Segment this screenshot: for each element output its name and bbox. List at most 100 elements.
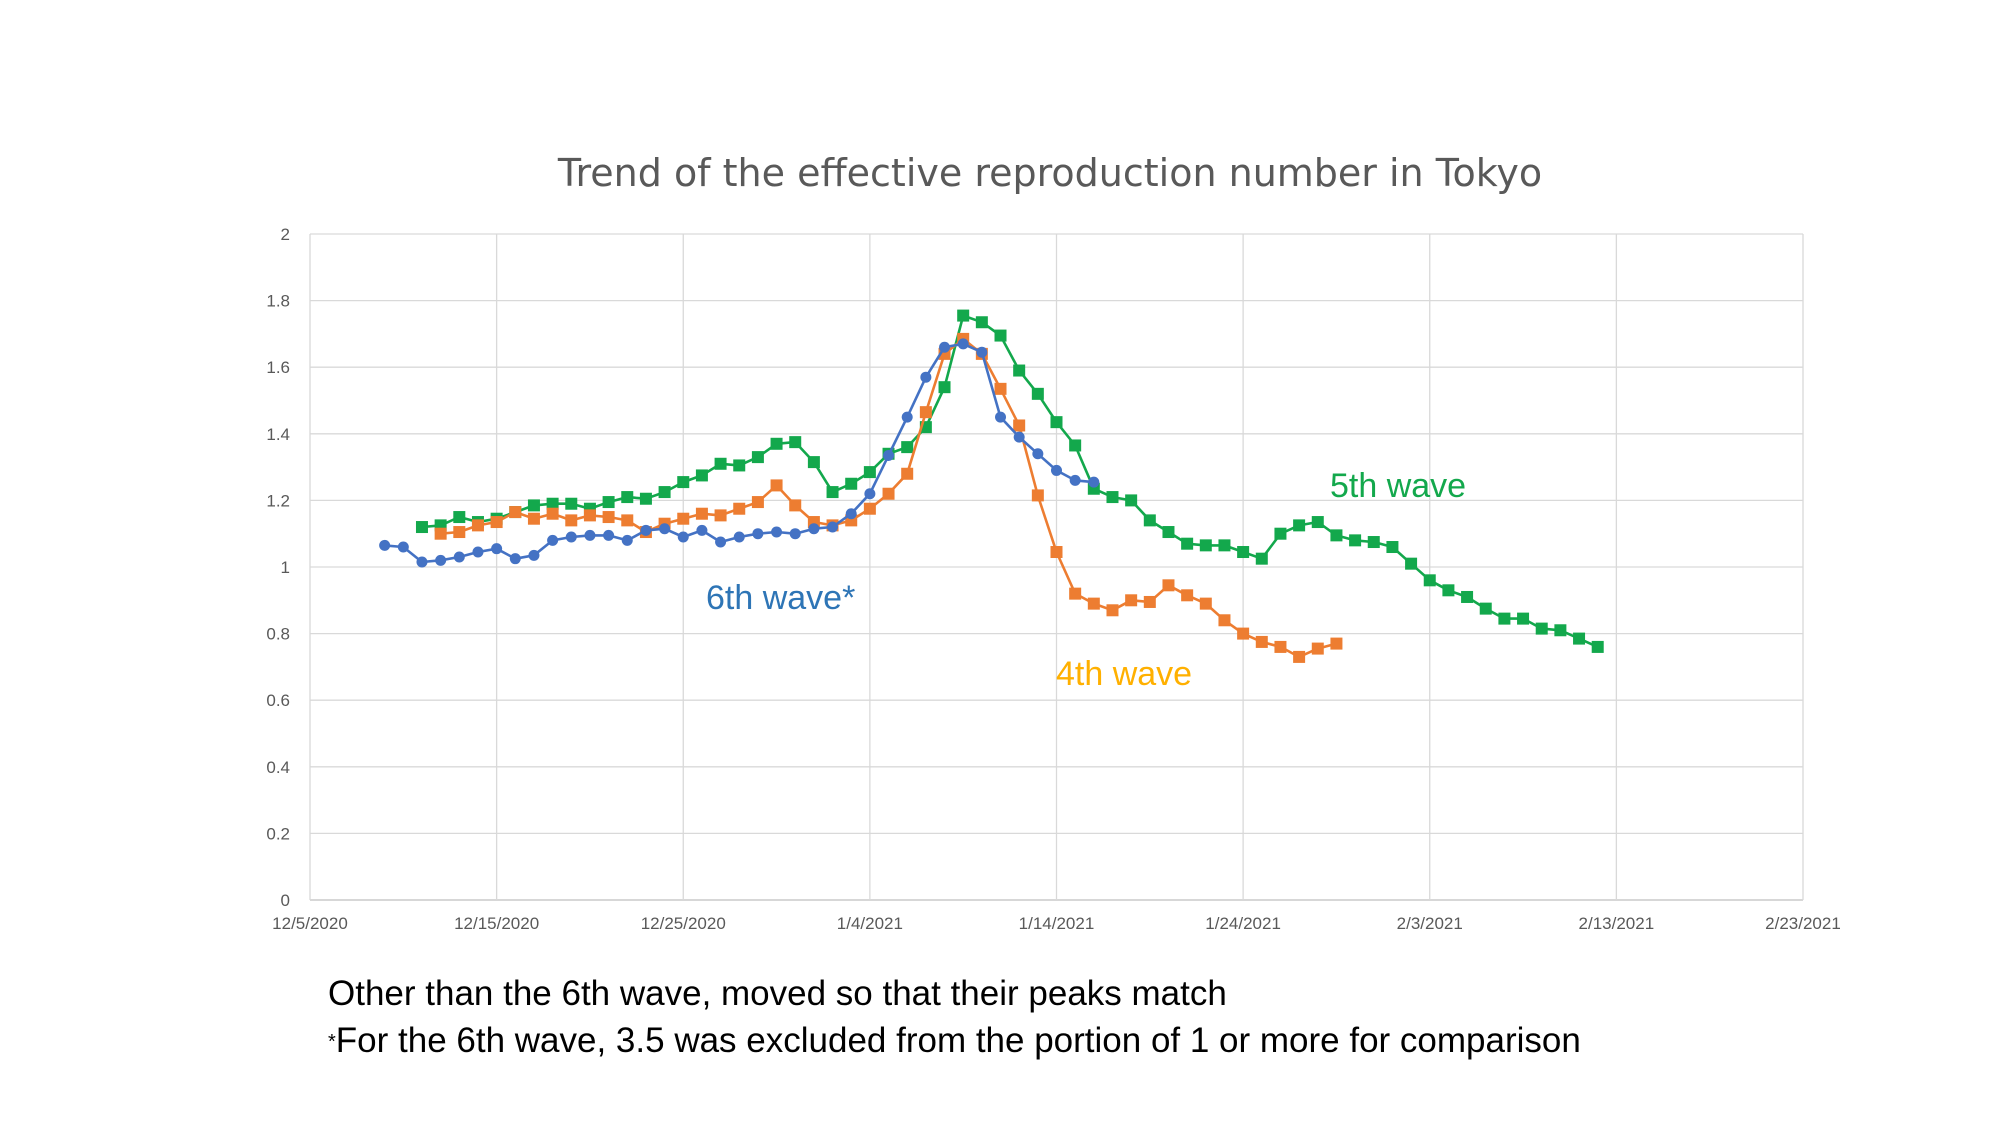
data-point <box>976 346 988 358</box>
data-point <box>901 441 914 454</box>
data-point <box>621 514 634 527</box>
x-tick-label: 2/13/2021 <box>1579 914 1655 933</box>
data-point <box>715 536 727 548</box>
x-tick-label: 12/15/2020 <box>454 914 539 933</box>
data-point <box>1591 640 1604 653</box>
data-point <box>453 526 466 539</box>
x-axis-tick-labels: 12/5/2020 12/15/2020 12/25/2020 1/4/2021 1/1… <box>272 914 1841 933</box>
data-point <box>415 521 428 534</box>
data-point <box>1330 529 1343 542</box>
data-point <box>1386 541 1399 554</box>
data-point <box>1088 476 1100 488</box>
data-point <box>565 497 578 510</box>
data-point <box>1554 624 1567 637</box>
x-tick-label: 1/14/2021 <box>1019 914 1095 933</box>
data-point <box>863 502 876 515</box>
footnote-6th-wave-text: For the 6th wave, 3.5 was excluded from … <box>335 1021 1581 1060</box>
data-point <box>807 456 820 469</box>
data-point <box>1573 632 1586 645</box>
data-point <box>546 507 559 520</box>
data-point <box>882 487 895 500</box>
y-tick-label: 0.8 <box>266 625 290 644</box>
data-point <box>565 514 578 527</box>
data-point <box>527 512 540 525</box>
footnote-6th-wave: *For the 6th wave, 3.5 was excluded from… <box>328 1017 1581 1064</box>
data-point <box>733 502 746 515</box>
data-point <box>1442 584 1455 597</box>
series-3 <box>379 338 1100 568</box>
data-point <box>435 554 447 566</box>
footnote-peaks-matched: Other than the 6th wave, moved so that t… <box>328 974 1227 1013</box>
data-point <box>1255 552 1268 565</box>
data-point <box>1050 416 1063 429</box>
data-point <box>583 502 596 515</box>
data-point <box>789 528 801 540</box>
data-point <box>453 551 465 563</box>
series-line <box>421 314 1599 649</box>
data-point <box>919 406 932 419</box>
data-point <box>603 529 615 541</box>
data-point <box>565 531 577 543</box>
data-point <box>658 486 671 499</box>
data-point <box>1274 640 1287 653</box>
series-layer <box>379 309 1604 663</box>
data-point <box>472 546 484 558</box>
data-point <box>621 491 634 504</box>
data-point <box>1367 536 1380 549</box>
data-point <box>1218 614 1231 627</box>
y-tick-label: 1.8 <box>266 292 290 311</box>
footnote-asterisk: * <box>328 1031 336 1053</box>
data-point <box>416 556 428 568</box>
x-tick-label: 2/23/2021 <box>1765 914 1841 933</box>
data-point <box>845 508 857 520</box>
data-point <box>695 469 708 482</box>
data-point <box>1237 546 1250 559</box>
data-point <box>1349 534 1362 547</box>
data-point <box>1013 364 1026 377</box>
series-line <box>384 342 1094 564</box>
annotation-6th-wave: 6th wave* <box>706 579 855 617</box>
x-tick-label: 1/24/2021 <box>1205 914 1281 933</box>
data-point <box>1143 514 1156 527</box>
data-point <box>1162 579 1175 592</box>
data-point <box>901 411 913 423</box>
data-point <box>714 509 727 522</box>
data-point <box>1013 431 1025 443</box>
data-point <box>863 466 876 479</box>
data-point <box>1181 537 1194 550</box>
data-point <box>938 381 951 394</box>
x-tick-label: 2/3/2021 <box>1397 914 1463 933</box>
data-point <box>995 411 1007 423</box>
data-point <box>901 467 914 480</box>
data-point <box>1031 387 1044 400</box>
data-point <box>1517 612 1530 625</box>
data-point <box>1311 516 1324 529</box>
data-point <box>957 309 970 322</box>
data-point <box>770 437 783 450</box>
data-point <box>1461 590 1474 603</box>
data-point <box>826 486 839 499</box>
x-tick-label: 12/25/2020 <box>641 914 726 933</box>
data-point <box>1069 439 1082 452</box>
data-point <box>490 516 503 529</box>
data-point <box>752 528 764 540</box>
data-point <box>640 524 652 536</box>
y-tick-label: 0.4 <box>266 758 290 777</box>
data-point <box>379 539 391 551</box>
data-point <box>1405 557 1418 570</box>
data-point <box>1143 595 1156 608</box>
data-point <box>546 497 559 510</box>
data-point <box>1311 642 1324 655</box>
data-point <box>621 534 633 546</box>
data-point <box>864 488 876 500</box>
data-point <box>994 329 1007 342</box>
data-point <box>714 457 727 470</box>
data-point <box>1274 527 1287 540</box>
y-tick-label: 1.6 <box>266 358 290 377</box>
data-point <box>883 449 895 461</box>
data-point <box>602 511 615 524</box>
data-point <box>1125 594 1138 607</box>
data-point <box>845 477 858 490</box>
data-point <box>491 543 503 555</box>
